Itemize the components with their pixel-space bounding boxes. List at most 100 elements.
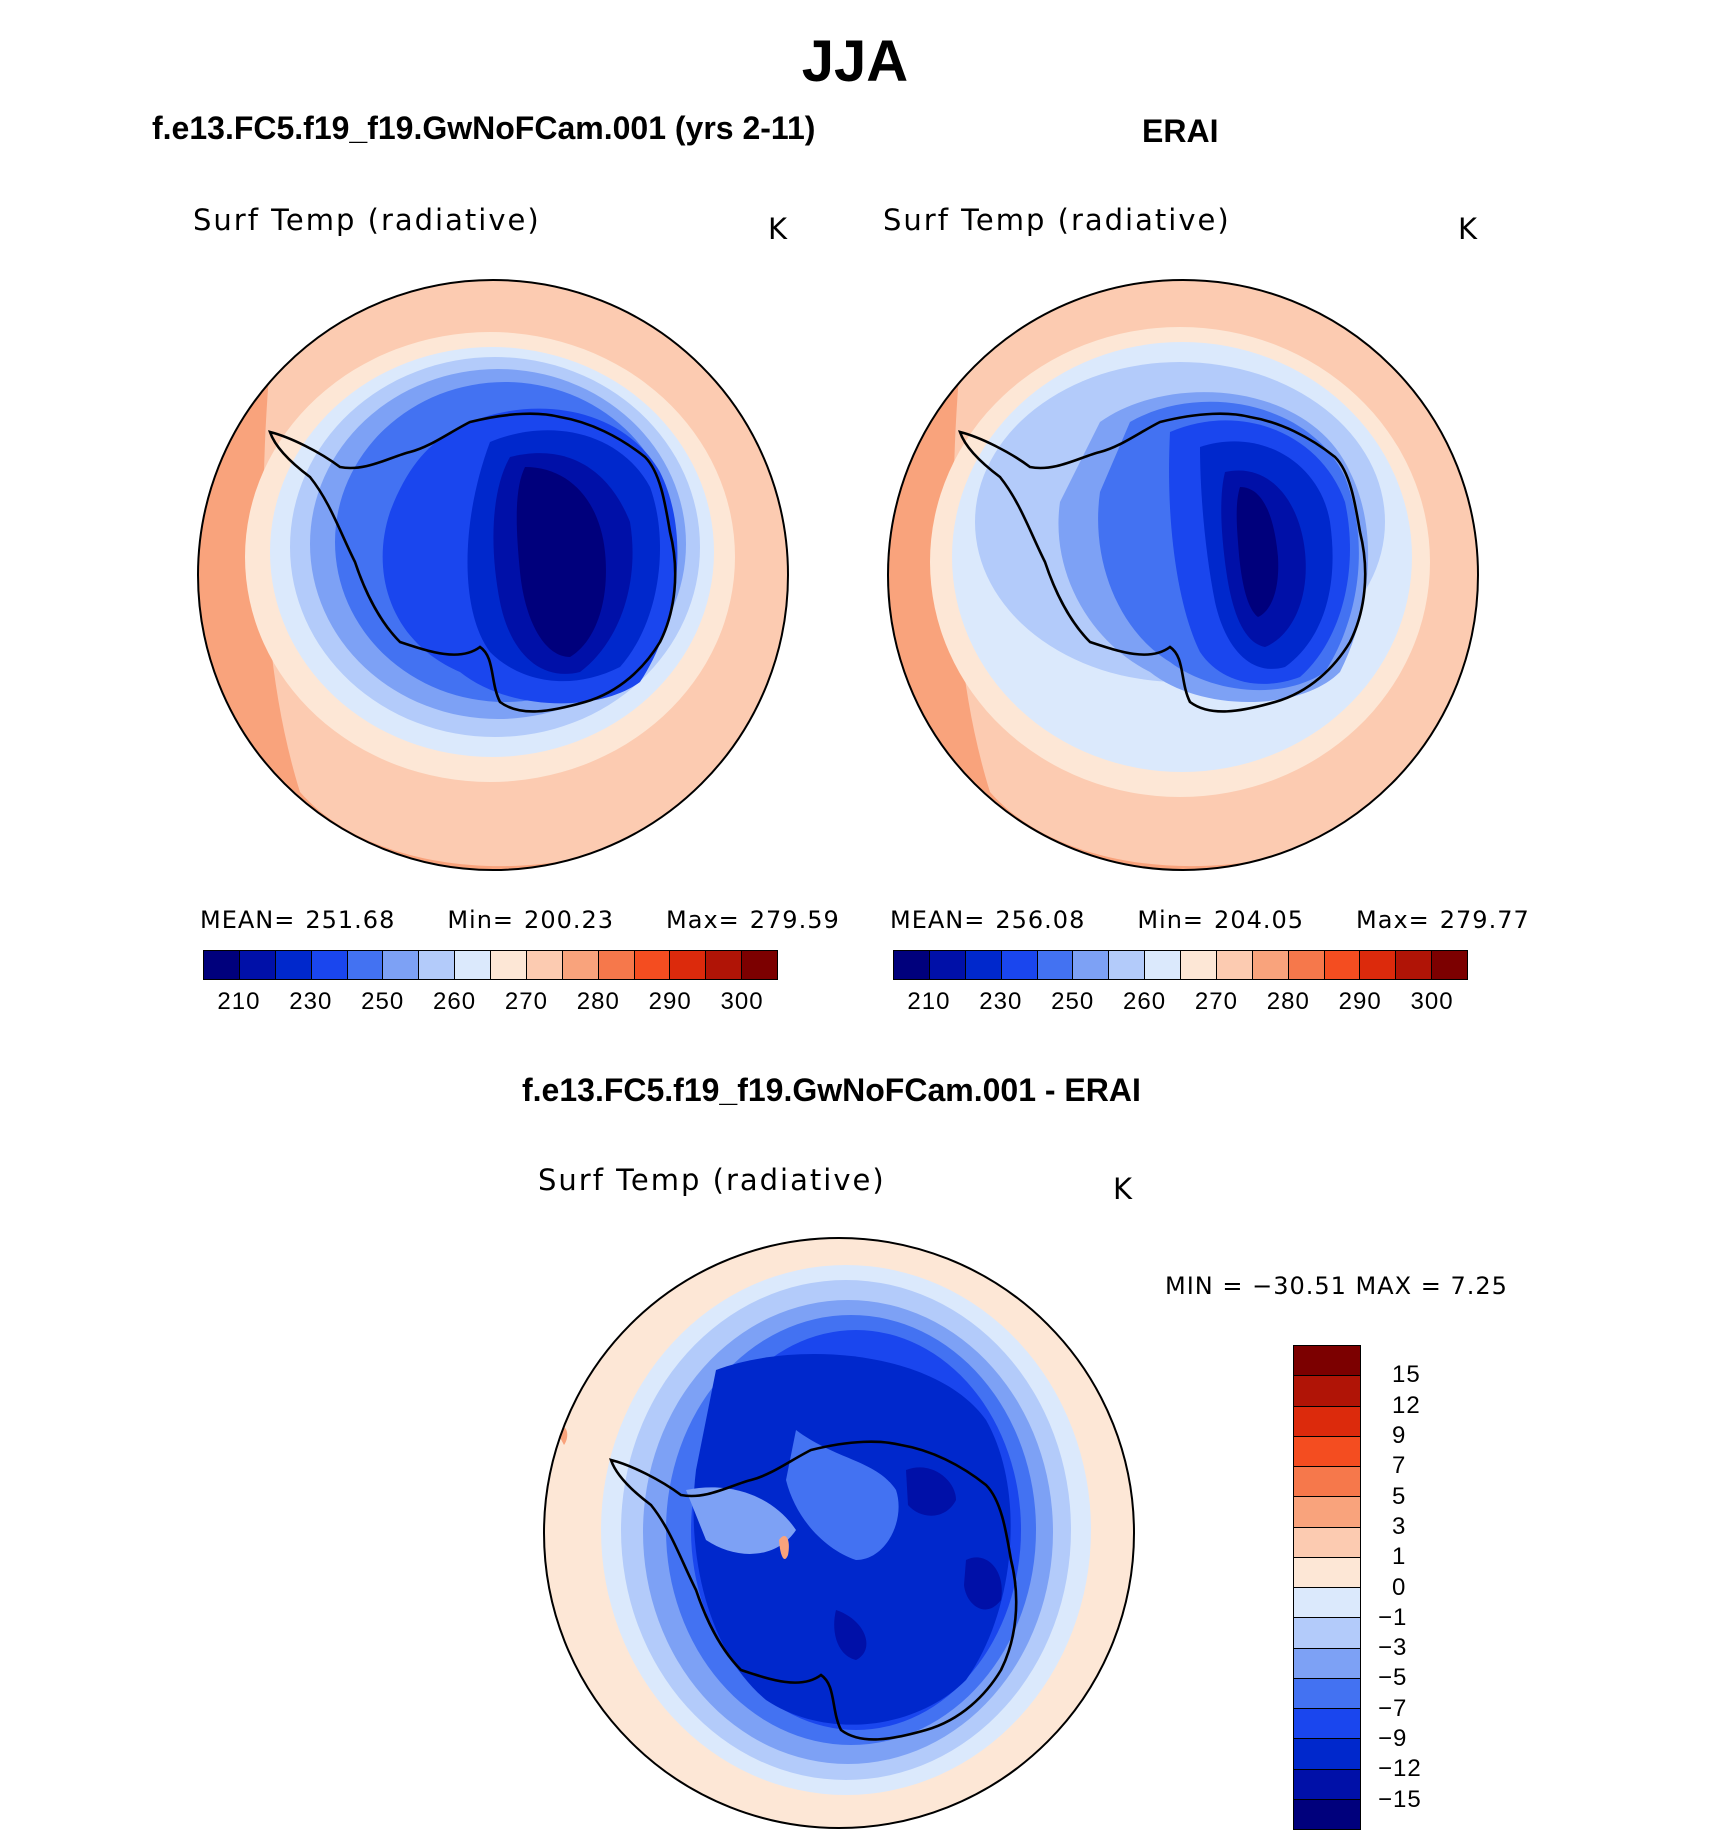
panel2-colorbar-swatch: [1001, 951, 1038, 979]
panel3-variable-label: Surf Temp (radiative): [538, 1163, 886, 1197]
figure-title: JJA: [801, 29, 909, 94]
panel3-colorbar-swatch: [1294, 1768, 1360, 1799]
panel3-colorbar-tick-label: −7: [1378, 1694, 1408, 1722]
panel2-colorbar-swatch: [929, 951, 966, 979]
panel3-colorbar-tick-label: 3: [1392, 1512, 1407, 1540]
panel2-colorbar: [893, 950, 1468, 980]
panel1-min-value: 200.23: [524, 906, 615, 934]
panel1-stats: MEAN= 251.68 Min= 200.23 Max= 279.59: [200, 906, 892, 934]
panel2-stats: MEAN= 256.08 Min= 204.05 Max= 279.77: [890, 906, 1582, 934]
panel3-colorbar-swatch: [1294, 1526, 1360, 1557]
panel3-colorbar-swatch: [1294, 1375, 1360, 1406]
panel1-colorbar-tick-label: 280: [576, 988, 620, 1015]
panel3-map-border: [543, 1237, 1135, 1829]
panel1-colorbar-swatch: [275, 951, 312, 979]
panel3-colorbar-tick-label: −5: [1378, 1664, 1408, 1692]
panel1-map-border: [197, 279, 789, 871]
panel3-colorbar-swatch: [1294, 1617, 1360, 1648]
panel3-colorbar-tick-label: −9: [1378, 1725, 1408, 1753]
panel2-colorbar-swatch: [1037, 951, 1074, 979]
panel1-colorbar-swatch: [491, 951, 527, 979]
panel3-colorbar-tick-label: 0: [1392, 1573, 1407, 1601]
panel3-colorbar-swatch: [1294, 1435, 1360, 1466]
panel1-colorbar-swatch: [455, 951, 491, 979]
panel3-colorbar-swatch: [1294, 1738, 1360, 1769]
panel3-colorbar-swatch: [1294, 1587, 1360, 1618]
panel3-colorbar-tick-label: 1: [1392, 1543, 1407, 1571]
panel1-colorbar-swatch: [383, 951, 420, 979]
panel3-colorbar-tick-label: −3: [1378, 1634, 1408, 1662]
panel2-colorbar-swatch: [1181, 951, 1217, 979]
panel3-colorbar-swatch: [1294, 1346, 1360, 1376]
panel2-colorbar-swatch: [894, 951, 930, 979]
panel2-antarctica-coastline: [958, 412, 1367, 713]
panel1-colorbar: [203, 950, 778, 980]
panel2-colorbar-swatch: [1109, 951, 1146, 979]
panel1-colorbar-swatch: [311, 951, 348, 979]
panel2-colorbar-ticks: 210 230 250 260 270 280 290 300: [893, 988, 1468, 1018]
panel3-cold-core-1: [906, 1467, 956, 1516]
panel2-colorbar-swatch: [1073, 951, 1110, 979]
panel2-min-value: 204.05: [1214, 906, 1305, 934]
panel3-colorbar-tick-label: 15: [1392, 1361, 1421, 1389]
panel2-colorbar-tick-label: 290: [1338, 988, 1382, 1015]
panel3-cold-core-3: [834, 1610, 867, 1660]
panel1-colorbar-tick-label: 300: [720, 988, 764, 1015]
panel2-colorbar-swatch: [1216, 951, 1253, 979]
panel1-colorbar-tick-label: 250: [361, 988, 405, 1015]
panel1-polar-map: [197, 279, 789, 871]
panel2-case-title: ERAI: [1142, 113, 1219, 149]
panel2-colorbar-swatch: [1324, 951, 1361, 979]
panel1-colorbar-tick-label: 290: [648, 988, 692, 1015]
panel2-contour-210: [1236, 487, 1279, 617]
panel3-colorbar-swatch: [1294, 1798, 1360, 1829]
panel3-colorbar-swatch: [1294, 1647, 1360, 1678]
panel1-case-title: f.e13.FC5.f19_f19.GwNoFCam.001 (yrs 2-11…: [152, 110, 816, 146]
panel1-colorbar-swatch: [634, 951, 671, 979]
panel1-colorbar-swatch: [562, 951, 599, 979]
panel2-colorbar-swatch: [1432, 951, 1467, 979]
panel1-colorbar-tick-label: 270: [504, 988, 548, 1015]
panel3-colorbar-tick-label: 9: [1392, 1421, 1407, 1449]
panel1-colorbar-ticks: 210 230 250 260 270 280 290 300: [203, 988, 778, 1018]
panel2-map-border: [887, 279, 1479, 871]
panel1-colorbar-tick-label: 230: [289, 988, 333, 1015]
panel2-colorbar-swatch: [965, 951, 1002, 979]
panel3-interior-anomaly-b: [686, 1487, 796, 1554]
panel1-contour-210: [516, 467, 606, 657]
panel1-mean-value: 251.68: [305, 906, 396, 934]
panel2-colorbar-tick-label: 230: [979, 988, 1023, 1015]
panel3-colorbar-tick-label: 5: [1392, 1482, 1407, 1510]
panel3-colorbar-swatch: [1294, 1405, 1360, 1436]
panel1-colorbar-swatch: [526, 951, 563, 979]
panel2-units: K: [1458, 212, 1478, 246]
panel1-colorbar-swatch: [598, 951, 635, 979]
panel1-colorbar-swatch: [419, 951, 456, 979]
panel3-colorbar: [1293, 1345, 1361, 1830]
panel3-colorbar-tick-label: 12: [1392, 1391, 1421, 1419]
panel3-case-title: f.e13.FC5.f19_f19.GwNoFCam.001 - ERAI: [522, 1072, 1141, 1108]
panel1-variable-label: Surf Temp (radiative): [193, 203, 541, 237]
panel3-minmax: MIN = −30.51 MAX = 7.25: [1165, 1272, 1508, 1300]
panel3-colorbar-tick-label: 7: [1392, 1452, 1407, 1480]
panel2-max-value: 279.77: [1439, 906, 1530, 934]
panel1-colorbar-swatch: [347, 951, 384, 979]
panel1-colorbar-swatch: [706, 951, 743, 979]
panel3-colorbar-swatch: [1294, 1466, 1360, 1497]
panel1-units: K: [768, 212, 788, 246]
panel3-colorbar-swatch: [1294, 1708, 1360, 1739]
panel1-colorbar-swatch: [742, 951, 777, 979]
panel1-colorbar-tick-label: 260: [433, 988, 477, 1015]
panel3-colorbar-swatch: [1294, 1556, 1360, 1587]
panel2-colorbar-swatch: [1396, 951, 1433, 979]
panel1-colorbar-swatch: [239, 951, 276, 979]
panel2-mean-label: MEAN=: [890, 906, 986, 934]
panel3-colorbar-tick-label: −12: [1378, 1755, 1422, 1783]
panel2-mean-value: 256.08: [995, 906, 1086, 934]
panel3-colorbar-swatch: [1294, 1677, 1360, 1708]
panel1-max-label: Max=: [666, 906, 740, 934]
panel3-colorbar-tick-label: −15: [1378, 1785, 1422, 1813]
panel1-antarctica-coastline: [268, 412, 677, 713]
panel3-antarctica-coastline: [609, 1440, 1018, 1741]
panel3-colorbar-ticks: −15 −12 −9 −7 −5 −3 −1 0 1 3 5 7 9 12 15: [1378, 1345, 1458, 1830]
